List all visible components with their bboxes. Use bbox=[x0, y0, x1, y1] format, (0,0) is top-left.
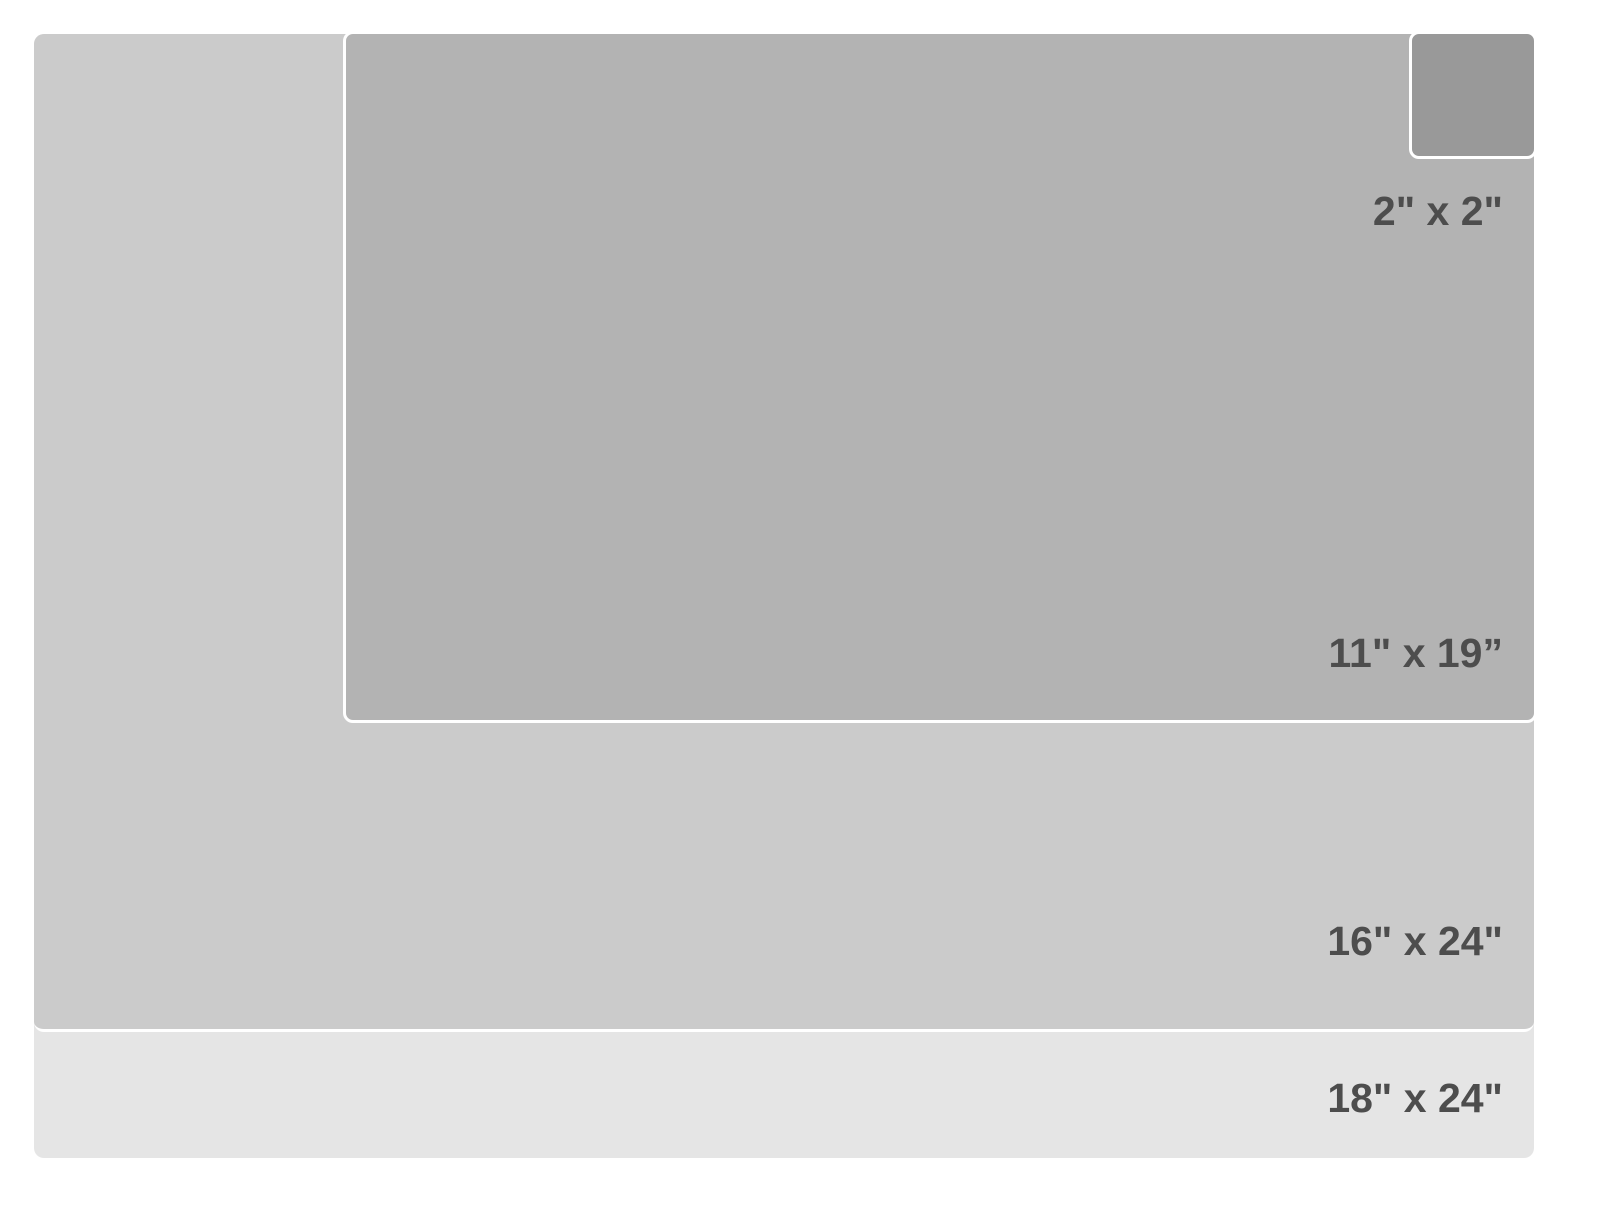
size-11x19-rect bbox=[343, 31, 1537, 723]
size-2x2-rect bbox=[1409, 31, 1537, 159]
label-16x24: 16" x 24" bbox=[1327, 918, 1503, 964]
label-18x24: 18" x 24" bbox=[1327, 1075, 1503, 1121]
label-2x2: 2" x 2" bbox=[1372, 188, 1503, 234]
label-11x19: 11" x 19” bbox=[1328, 630, 1503, 676]
